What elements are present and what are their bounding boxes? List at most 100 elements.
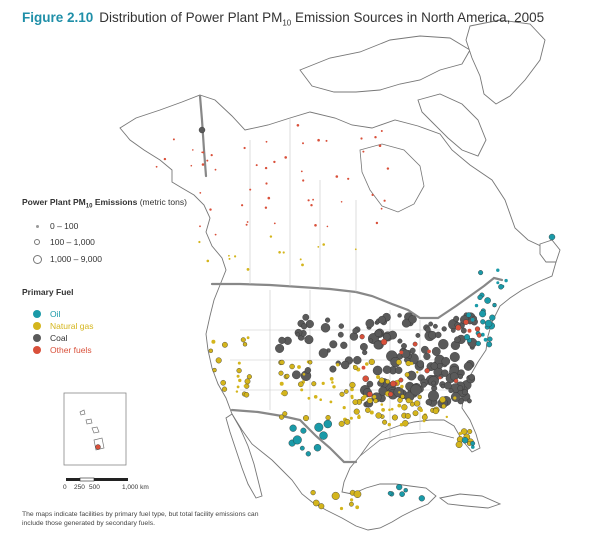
coal-point — [304, 367, 312, 374]
coal-point — [325, 317, 331, 323]
alaska-canada-border — [198, 94, 208, 178]
oil-point — [480, 332, 485, 337]
baja-outline — [225, 413, 263, 499]
gas-point — [242, 342, 248, 347]
figure-label: Figure 2.10 — [22, 10, 94, 25]
coal-point — [463, 361, 473, 371]
gas-point — [399, 423, 404, 427]
oil-point — [299, 445, 305, 451]
gas-point — [352, 399, 359, 405]
gas-point — [455, 441, 463, 448]
other-fuel-point — [310, 204, 313, 207]
newfoundland — [539, 239, 561, 263]
gas-point — [338, 420, 345, 427]
oil-point — [292, 435, 302, 445]
gas-point — [439, 396, 446, 403]
other-fuel-point — [362, 375, 369, 382]
other-fuel-point — [383, 199, 386, 202]
gas-point — [243, 384, 247, 388]
emissions-class-label: 0 – 100 — [50, 221, 79, 231]
coal-point — [428, 321, 434, 327]
gas-point — [237, 361, 241, 365]
fuel-item-other: Other fuels — [30, 344, 92, 356]
coal-point — [457, 385, 464, 392]
other-fuel-point — [284, 156, 288, 159]
gas-point — [278, 251, 281, 254]
coal-point — [373, 340, 383, 350]
gas-point — [313, 395, 318, 399]
coal-point — [438, 339, 449, 350]
other-fuel-point — [245, 223, 248, 226]
gas-point — [445, 415, 448, 419]
gas-point — [357, 415, 361, 420]
other-fuel-point — [246, 221, 249, 223]
other-fuel-point — [463, 319, 469, 325]
gas-point — [401, 407, 405, 411]
oil-point — [484, 297, 491, 304]
gas-point — [208, 348, 214, 353]
gas-point — [212, 367, 217, 373]
gas-point — [246, 374, 252, 380]
gas-point — [417, 394, 422, 400]
gas-point — [382, 419, 388, 425]
gas-point — [308, 360, 313, 365]
oil-point — [480, 319, 486, 325]
other-fuel-point — [273, 222, 276, 225]
coal-point — [304, 335, 314, 345]
coal-point — [368, 338, 374, 344]
gas-point — [404, 372, 410, 378]
coal-point — [401, 343, 407, 349]
fuel-item-oil: Oil — [30, 308, 60, 320]
other-fuel-point — [455, 324, 462, 331]
footnote: The maps indicate facilities by primary … — [22, 511, 259, 527]
coal-point — [337, 331, 344, 338]
arctic-islands — [299, 35, 471, 93]
fuel-item-coal: Coal — [30, 332, 67, 344]
other-fuel-point — [210, 154, 213, 157]
scale-segment — [94, 478, 128, 481]
other-fuel-point — [206, 159, 209, 162]
gas-point — [378, 377, 385, 384]
oil-point — [470, 317, 475, 322]
gas-point — [387, 422, 391, 427]
coal-point — [401, 349, 410, 359]
other-fuel-point — [307, 199, 310, 202]
oil-point — [475, 340, 481, 347]
coal-point — [408, 315, 417, 324]
gas-point — [297, 365, 301, 369]
coal-dot-icon — [30, 334, 44, 342]
gas-point — [329, 377, 334, 381]
gas-point — [280, 392, 284, 395]
coal-point — [302, 313, 310, 321]
oil-point — [387, 490, 393, 496]
gas-point — [322, 243, 326, 246]
gas-point — [353, 408, 360, 415]
coal-point — [301, 323, 308, 330]
other-fuel-point — [243, 146, 246, 150]
coal-point — [468, 374, 475, 381]
scale-bar — [66, 477, 128, 482]
coal-point — [329, 340, 338, 349]
fuel-label: Other fuels — [50, 345, 92, 355]
other-fuel-point — [202, 151, 205, 154]
other-fuel-point — [386, 167, 390, 170]
gas-point — [404, 413, 411, 419]
other-fuel-point — [438, 376, 442, 380]
other-fuel-point — [362, 150, 365, 153]
oil-point — [466, 312, 472, 318]
gas-point — [235, 390, 239, 393]
coal-point — [320, 323, 331, 333]
other-fuel-point — [335, 175, 339, 178]
other-fuel-point — [190, 164, 193, 167]
gas-point — [215, 357, 222, 364]
coal-point — [318, 348, 329, 358]
coal-point — [415, 332, 421, 338]
scale-tick-label: 1,000 km — [122, 484, 149, 491]
gas-point — [299, 258, 302, 261]
gas-point — [290, 364, 293, 368]
gas-point — [388, 408, 391, 412]
oil-point — [487, 336, 493, 342]
coal-point — [397, 313, 402, 318]
gas-point — [400, 394, 405, 399]
emissions-class-label: 100 – 1,000 — [50, 237, 95, 247]
